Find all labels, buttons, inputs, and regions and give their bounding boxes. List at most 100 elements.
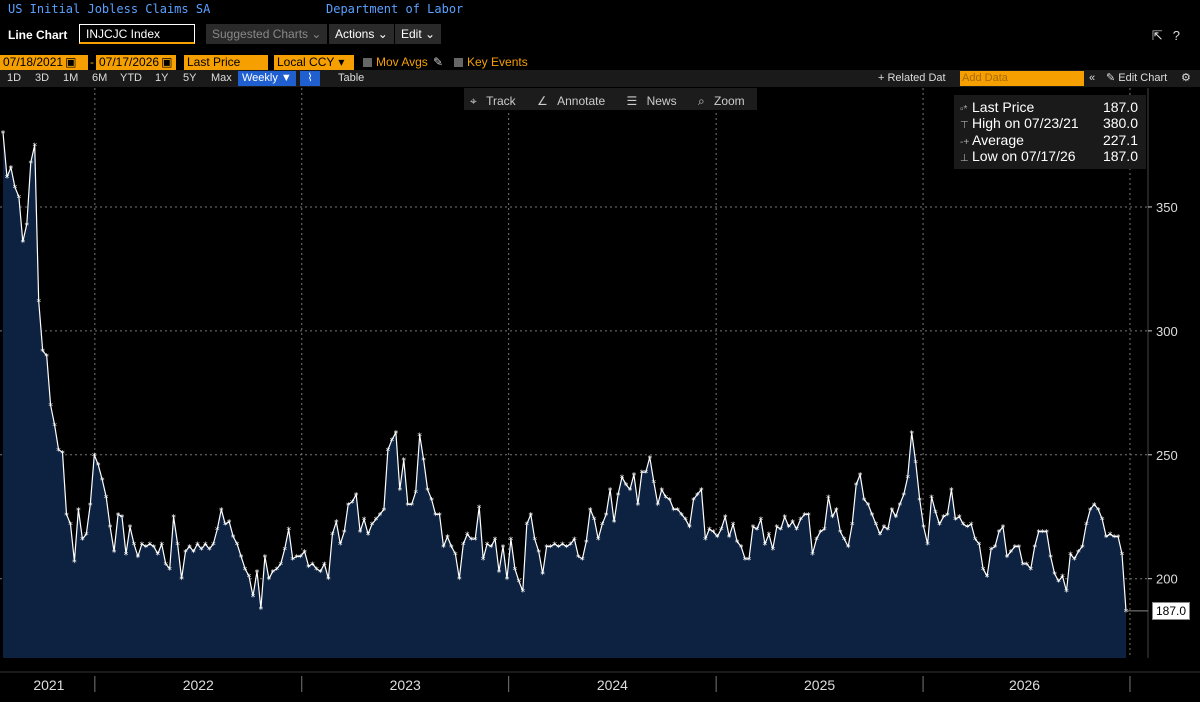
- tf-1m[interactable]: 1M: [63, 72, 79, 84]
- data-point-marker: *: [509, 536, 514, 546]
- data-point-marker: *: [330, 531, 335, 541]
- end-date-field[interactable]: 07/17/2026 ▣: [96, 55, 176, 70]
- data-point-marker: *: [731, 521, 736, 531]
- data-point-marker: *: [128, 524, 133, 534]
- track-button[interactable]: ⌖ Track: [464, 88, 528, 114]
- data-point-marker: *: [191, 548, 196, 558]
- suggested-charts-button[interactable]: Suggested Charts ⌄: [206, 24, 328, 44]
- data-point-marker: *: [937, 521, 942, 531]
- ticker-input[interactable]: INJCJC Index: [79, 24, 195, 44]
- data-point-marker: *: [398, 486, 403, 496]
- data-point-marker: *: [275, 566, 280, 576]
- key-events-label[interactable]: Key Events: [467, 55, 528, 69]
- data-point-marker: *: [822, 526, 827, 536]
- data-point-marker: *: [1092, 501, 1097, 511]
- export-icon[interactable]: ⇱: [1151, 28, 1173, 43]
- related-data-button[interactable]: + Related Dat: [878, 72, 946, 84]
- data-point-marker: *: [469, 536, 474, 546]
- data-point-marker: *: [286, 526, 291, 536]
- actions-button[interactable]: Actions ⌄: [329, 24, 394, 44]
- tf-1y[interactable]: 1Y: [155, 72, 169, 84]
- tf-max[interactable]: Max: [211, 72, 232, 84]
- data-point-marker: *: [989, 546, 994, 556]
- tf-1d[interactable]: 1D: [7, 72, 22, 84]
- data-point-marker: *: [830, 514, 835, 524]
- key-events-checkbox[interactable]: [454, 58, 463, 67]
- data-point-marker: *: [588, 506, 593, 516]
- mov-avgs-label[interactable]: Mov Avgs: [376, 55, 428, 69]
- edit-chart-button[interactable]: ✎ Edit Chart: [1106, 71, 1167, 86]
- data-point-marker: *: [993, 543, 998, 553]
- pencil-icon[interactable]: ✎: [433, 55, 444, 69]
- chevron-down-icon: ⌄: [425, 27, 436, 41]
- frequency-select[interactable]: Weekly ▼: [238, 71, 296, 86]
- data-point-marker: *: [802, 511, 807, 521]
- data-point-marker: *: [739, 543, 744, 553]
- last-value-label: 187.0: [1152, 601, 1191, 620]
- data-point-marker: *: [723, 514, 728, 524]
- data-point-marker: *: [493, 536, 498, 546]
- currency-select[interactable]: Local CCY ▾: [274, 55, 354, 70]
- data-point-marker: *: [346, 501, 351, 511]
- add-data-input[interactable]: Add Data: [960, 71, 1084, 86]
- data-point-marker: *: [457, 576, 462, 586]
- collapse-icon[interactable]: «: [1089, 72, 1096, 84]
- data-point-marker: *: [905, 474, 910, 484]
- data-point-marker: *: [878, 531, 883, 541]
- data-point-marker: *: [437, 511, 442, 521]
- source-link[interactable]: Department of Labor: [326, 2, 464, 16]
- data-point-marker: *: [536, 548, 541, 558]
- data-point-marker: *: [362, 516, 367, 526]
- data-point-marker: *: [604, 511, 609, 521]
- series-area-fill: [3, 132, 1126, 659]
- data-point-marker: *: [279, 561, 284, 571]
- data-point-marker: *: [572, 536, 577, 546]
- x-tick-label: 2026: [1009, 677, 1040, 693]
- top-right-icons: ⇱?: [1152, 28, 1190, 44]
- data-point-marker: *: [866, 501, 871, 511]
- news-button[interactable]: ☰ News: [620, 88, 688, 114]
- data-point-marker: *: [548, 543, 553, 553]
- data-point-marker: *: [48, 402, 53, 412]
- tf-3d[interactable]: 3D: [35, 72, 50, 84]
- end-date-value: 07/17/2026: [99, 55, 160, 69]
- help-icon[interactable]: ?: [1172, 28, 1190, 43]
- calendar-icon[interactable]: ▣: [161, 55, 173, 69]
- annotate-button[interactable]: ∠ Annotate: [531, 88, 617, 114]
- data-point-marker: *: [921, 524, 926, 534]
- calendar-icon[interactable]: ▣: [65, 55, 77, 69]
- line-style-icon[interactable]: ⌇: [300, 71, 320, 86]
- data-point-marker: *: [981, 566, 986, 576]
- edit-chart-label: Edit Chart: [1118, 72, 1168, 84]
- start-date-field[interactable]: 07/18/2021 ▣: [0, 55, 88, 70]
- chart-area[interactable]: * * * * * * * * * * * * * * * * * * * * * * * * * * * * * * * * * * * * * * * *…: [0, 88, 1200, 702]
- x-tick-label: 2025: [804, 677, 835, 693]
- chart-tools: ⌖ Track ∠ Annotate ☰ News ⌕ Zoom: [464, 88, 757, 110]
- data-point-marker: *: [858, 472, 863, 482]
- data-point-marker: *: [894, 514, 899, 524]
- line-marker-icon: ▫*: [960, 104, 968, 115]
- price-field-select[interactable]: Last Price: [184, 55, 268, 70]
- data-point-marker: *: [13, 184, 18, 194]
- tf-ytd[interactable]: YTD: [120, 72, 142, 84]
- data-point-marker: *: [846, 543, 851, 553]
- data-point-marker: *: [786, 524, 791, 534]
- data-point-marker: *: [394, 429, 399, 439]
- mov-avgs-checkbox[interactable]: [363, 58, 372, 67]
- legend-average: -+ Average: [960, 132, 1024, 151]
- y-tick-label: 300: [1156, 324, 1178, 339]
- data-point-marker: *: [691, 496, 696, 506]
- data-point-marker: *: [132, 541, 137, 551]
- settings-gear-icon[interactable]: ⚙: [1181, 72, 1191, 84]
- table-button[interactable]: Table: [338, 72, 365, 84]
- zoom-button[interactable]: ⌕ Zoom: [692, 88, 757, 114]
- legend-low: ⊥ Low on 07/17/26: [960, 148, 1076, 167]
- data-point-marker: *: [116, 511, 121, 521]
- data-point-marker: *: [183, 548, 188, 558]
- tf-5y[interactable]: 5Y: [183, 72, 197, 84]
- data-point-marker: *: [1040, 529, 1045, 539]
- tf-6m[interactable]: 6M: [92, 72, 108, 84]
- data-point-marker: *: [60, 449, 65, 459]
- edit-button[interactable]: Edit ⌄: [395, 24, 442, 44]
- data-point-marker: *: [417, 432, 422, 442]
